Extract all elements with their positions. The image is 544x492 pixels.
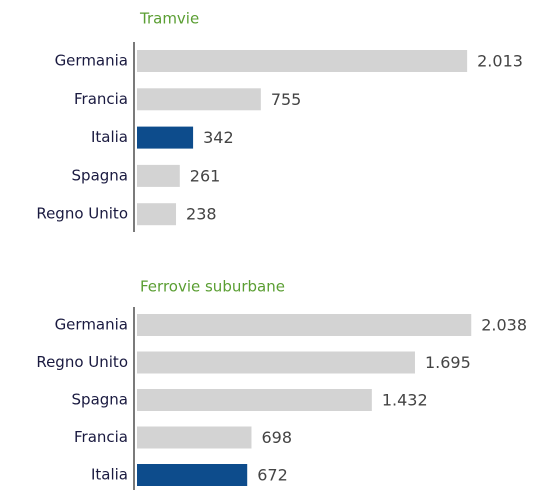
bar <box>137 203 177 226</box>
category-label: Regno Unito <box>36 205 128 223</box>
category-label: Francia <box>74 90 128 108</box>
category-label: Italia <box>91 466 128 484</box>
value-label: 1.695 <box>425 353 471 372</box>
bar <box>137 126 194 149</box>
bar <box>137 314 472 336</box>
value-label: 238 <box>186 205 217 224</box>
value-label: 2.013 <box>477 52 523 71</box>
chart-title: Ferrovie suburbane <box>140 278 285 296</box>
category-label: Italia <box>91 128 128 146</box>
category-label: Germania <box>55 316 128 334</box>
category-label: Germania <box>55 52 128 70</box>
category-label: Regno Unito <box>36 353 128 371</box>
value-label: 672 <box>257 466 288 485</box>
bar <box>137 351 415 374</box>
bar <box>137 426 252 449</box>
value-label: 698 <box>261 428 292 447</box>
bar <box>137 88 261 111</box>
value-label: 755 <box>271 90 302 109</box>
value-label: 2.038 <box>481 316 527 335</box>
category-label: Spagna <box>72 391 128 409</box>
bar <box>137 389 372 411</box>
value-label: 342 <box>203 128 234 147</box>
value-label: 1.432 <box>382 391 428 410</box>
bar <box>137 50 468 72</box>
chart-title: Tramvie <box>139 10 199 28</box>
category-label: Spagna <box>72 166 128 184</box>
value-label: 261 <box>190 166 221 185</box>
bar <box>137 164 180 187</box>
bar <box>137 464 248 486</box>
category-label: Francia <box>74 428 128 446</box>
